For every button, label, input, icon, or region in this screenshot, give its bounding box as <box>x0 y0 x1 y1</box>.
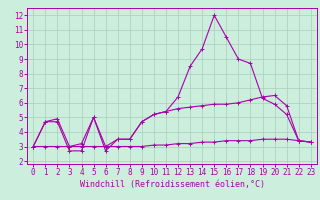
X-axis label: Windchill (Refroidissement éolien,°C): Windchill (Refroidissement éolien,°C) <box>79 180 265 189</box>
